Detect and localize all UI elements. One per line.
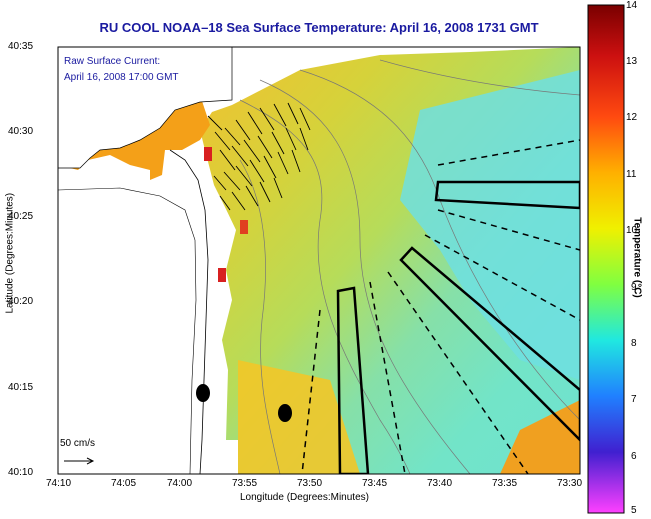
colorbar (587, 4, 625, 514)
y-axis-label: Latitude (Degrees:Minutes) (4, 192, 16, 314)
y-tick: 40:20 (8, 296, 34, 307)
y-tick: 40:35 (8, 41, 34, 52)
y-tick: 40:30 (8, 126, 34, 137)
coastline (58, 47, 233, 169)
colorbar-label: Temperature (°C) (631, 217, 643, 298)
buoy-marker (278, 404, 292, 422)
coastline-shore (169, 149, 209, 474)
colorbar-tick: 9 (631, 282, 637, 293)
sst-warm-sw (238, 360, 360, 474)
buoy-marker (196, 384, 210, 402)
y-tick: 40:25 (8, 211, 34, 222)
y-tick: 40:10 (8, 467, 34, 478)
colorbar-tick: 14 (626, 0, 638, 11)
scale-arrow-head (86, 457, 95, 465)
colorbar-tick: 5 (631, 505, 637, 516)
current-vectors (207, 102, 311, 211)
coastline-inland (58, 187, 197, 474)
scale-label: 50 cm/s (60, 438, 96, 449)
colorbar-tick: 10 (626, 225, 638, 236)
current-legend-line2: April 16, 2008 17:00 GMT (64, 72, 179, 83)
sst-hot-spot (240, 220, 248, 234)
survey-boxes (336, 180, 580, 474)
x-tick: 73:40 (427, 478, 453, 489)
x-tick: 73:55 (232, 478, 258, 489)
x-tick: 73:45 (362, 478, 388, 489)
radial-lines (301, 139, 580, 474)
sst-hot-spot (204, 147, 212, 161)
plot-frame (57, 46, 581, 475)
x-tick: 73:35 (492, 478, 518, 489)
map-title: RU COOL NOAA–18 Sea Surface Temperature:… (99, 20, 539, 35)
x-tick: 73:30 (557, 478, 583, 489)
colorbar-tick: 11 (626, 169, 637, 180)
colorbar-tick: 6 (631, 451, 637, 462)
colorbar-tick: 7 (631, 394, 637, 405)
y-tick: 40:15 (8, 382, 34, 393)
x-axis-label: Longitude (Degrees:Minutes) (240, 492, 369, 503)
colorbar-tick: 8 (631, 338, 637, 349)
x-tick: 74:10 (46, 478, 72, 489)
colorbar-tick: 12 (626, 112, 638, 123)
sst-hot-spot (218, 268, 226, 282)
x-tick: 74:00 (167, 478, 193, 489)
x-tick: 73:50 (297, 478, 323, 489)
x-tick: 74:05 (111, 478, 137, 489)
sst-cool-region (400, 70, 580, 380)
colorbar-tick: 13 (626, 56, 638, 67)
current-legend-line1: Raw Surface Current: (64, 56, 161, 67)
